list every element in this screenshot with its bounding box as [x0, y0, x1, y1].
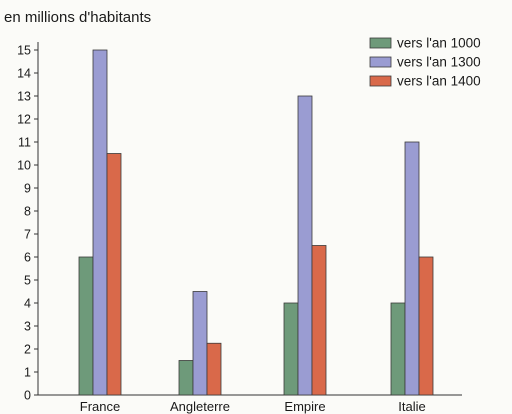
bars: France Angleterre Empire Italie: [78, 49, 434, 414]
x-category-label: Empire: [284, 399, 325, 414]
y-tick-label: 4: [24, 297, 31, 311]
y-tick-label: 9: [24, 182, 31, 196]
y-tick-label: 14: [17, 67, 31, 81]
legend: vers l'an 1000 vers l'an 1300 vers l'an 14…: [369, 36, 481, 89]
bar-empire-3: [311, 245, 327, 396]
bar-france-2: [92, 49, 108, 396]
y-tick-label: 5: [24, 274, 31, 288]
bar-italie-1: [390, 302, 406, 396]
bar-empire-2: [297, 95, 313, 396]
y-tick-label: 10: [17, 159, 31, 173]
x-category-label: Angleterre: [170, 399, 230, 414]
bar-france-1: [78, 256, 94, 396]
bar-angleterre-3: [206, 342, 222, 396]
bar-angleterre-2: [192, 291, 208, 396]
chart-title: en millions d'habitants: [4, 9, 151, 26]
y-tick-label: 6: [24, 251, 31, 265]
x-category-label: France: [80, 399, 120, 414]
y-tick-label: 13: [17, 90, 31, 104]
bar-angleterre-1: [178, 360, 194, 396]
bar-france-3: [106, 153, 122, 396]
y-tick-label: 1: [24, 366, 31, 380]
legend-label: vers l'an 1400: [397, 74, 481, 89]
legend-swatch: [369, 56, 392, 68]
bar-empire-1: [283, 302, 299, 396]
y-tick-label: 7: [24, 228, 31, 242]
y-tick-label: 0: [24, 389, 31, 403]
bar-italie-3: [418, 256, 434, 396]
y-tick-label: 8: [24, 205, 31, 219]
y-tick-label: 3: [24, 320, 31, 334]
legend-label: vers l'an 1000: [397, 36, 481, 51]
y-tick-label: 2: [24, 343, 31, 357]
x-category-label: Italie: [398, 399, 425, 414]
y-tick-label: 12: [17, 113, 31, 127]
bar-italie-2: [404, 141, 420, 396]
legend-swatch: [369, 37, 392, 49]
legend-label: vers l'an 1300: [397, 55, 481, 70]
y-tick-label: 11: [18, 136, 31, 150]
y-tick-label: 15: [17, 44, 31, 58]
legend-swatch: [369, 75, 392, 87]
